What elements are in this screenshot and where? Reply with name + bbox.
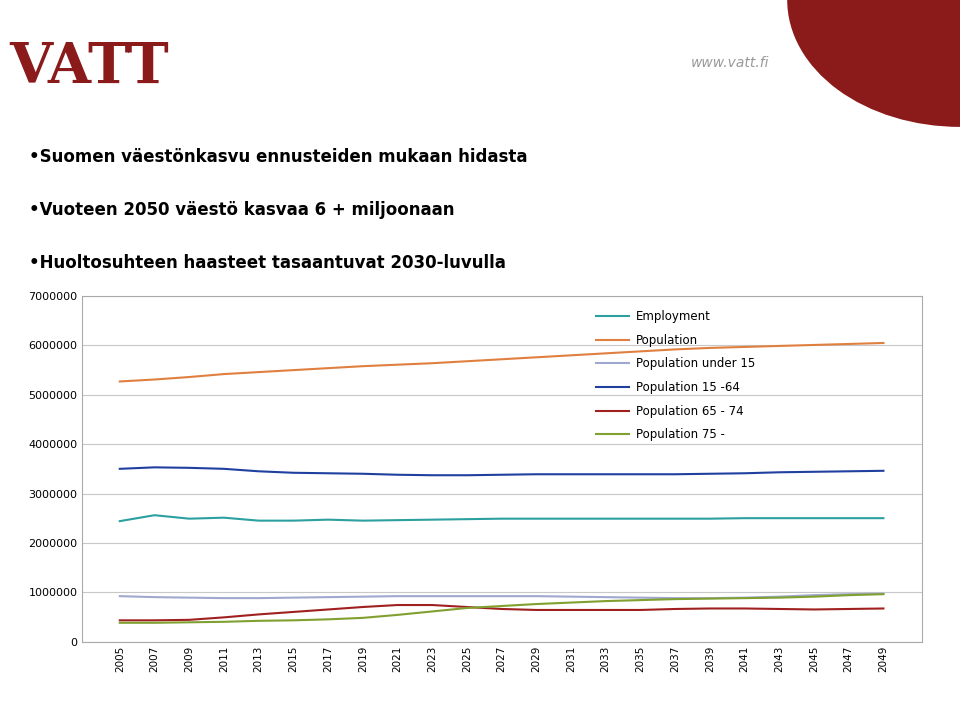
Text: •Huoltosuhteen haasteet tasaantuvat 2030-luvulla: •Huoltosuhteen haasteet tasaantuvat 2030… [29, 254, 506, 272]
Text: www.vatt.fi: www.vatt.fi [690, 56, 769, 70]
Text: VATT: VATT [10, 39, 169, 94]
Text: •Vuoteen 2050 väestö kasvaa 6 + miljoonaan: •Vuoteen 2050 väestö kasvaa 6 + miljoona… [29, 201, 454, 219]
Text: •Suomen väestönkasvu ennusteiden mukaan hidasta: •Suomen väestönkasvu ennusteiden mukaan … [29, 148, 527, 166]
Wedge shape [787, 0, 960, 127]
Legend: Employment, Population, Population under 15, Population 15 -64, Population 65 - : Employment, Population, Population under… [591, 305, 760, 446]
